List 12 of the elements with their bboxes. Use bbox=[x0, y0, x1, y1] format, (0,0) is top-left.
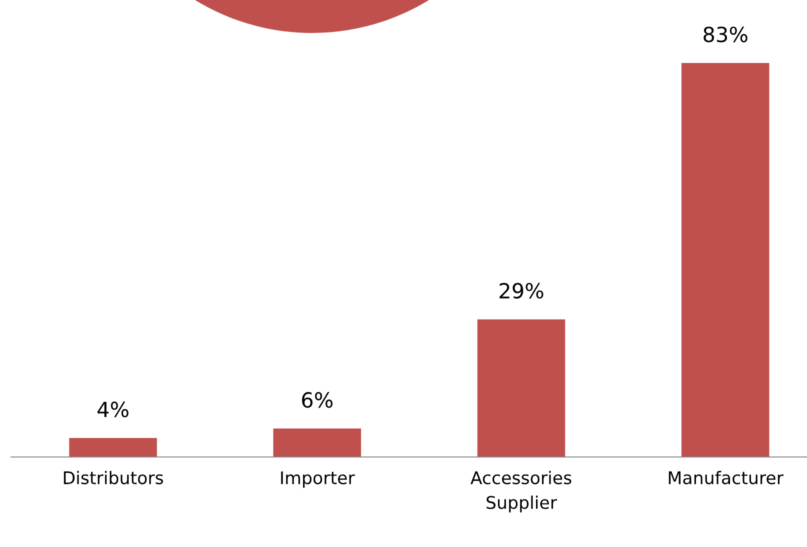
x-tick-label: Accessories Supplier bbox=[470, 470, 572, 512]
x-tick-label: Manufacturer bbox=[668, 470, 784, 484]
data-label: 83% bbox=[704, 26, 748, 42]
data-label: 4% bbox=[98, 402, 128, 418]
data-label: 29% bbox=[500, 282, 544, 299]
x-tick-label: Distributors bbox=[64, 470, 164, 484]
data-label: 6% bbox=[302, 392, 333, 408]
bar bbox=[681, 63, 770, 457]
bar bbox=[273, 428, 362, 457]
bar bbox=[69, 438, 157, 457]
x-tick-label: Importer bbox=[281, 471, 355, 488]
bar bbox=[477, 319, 566, 457]
